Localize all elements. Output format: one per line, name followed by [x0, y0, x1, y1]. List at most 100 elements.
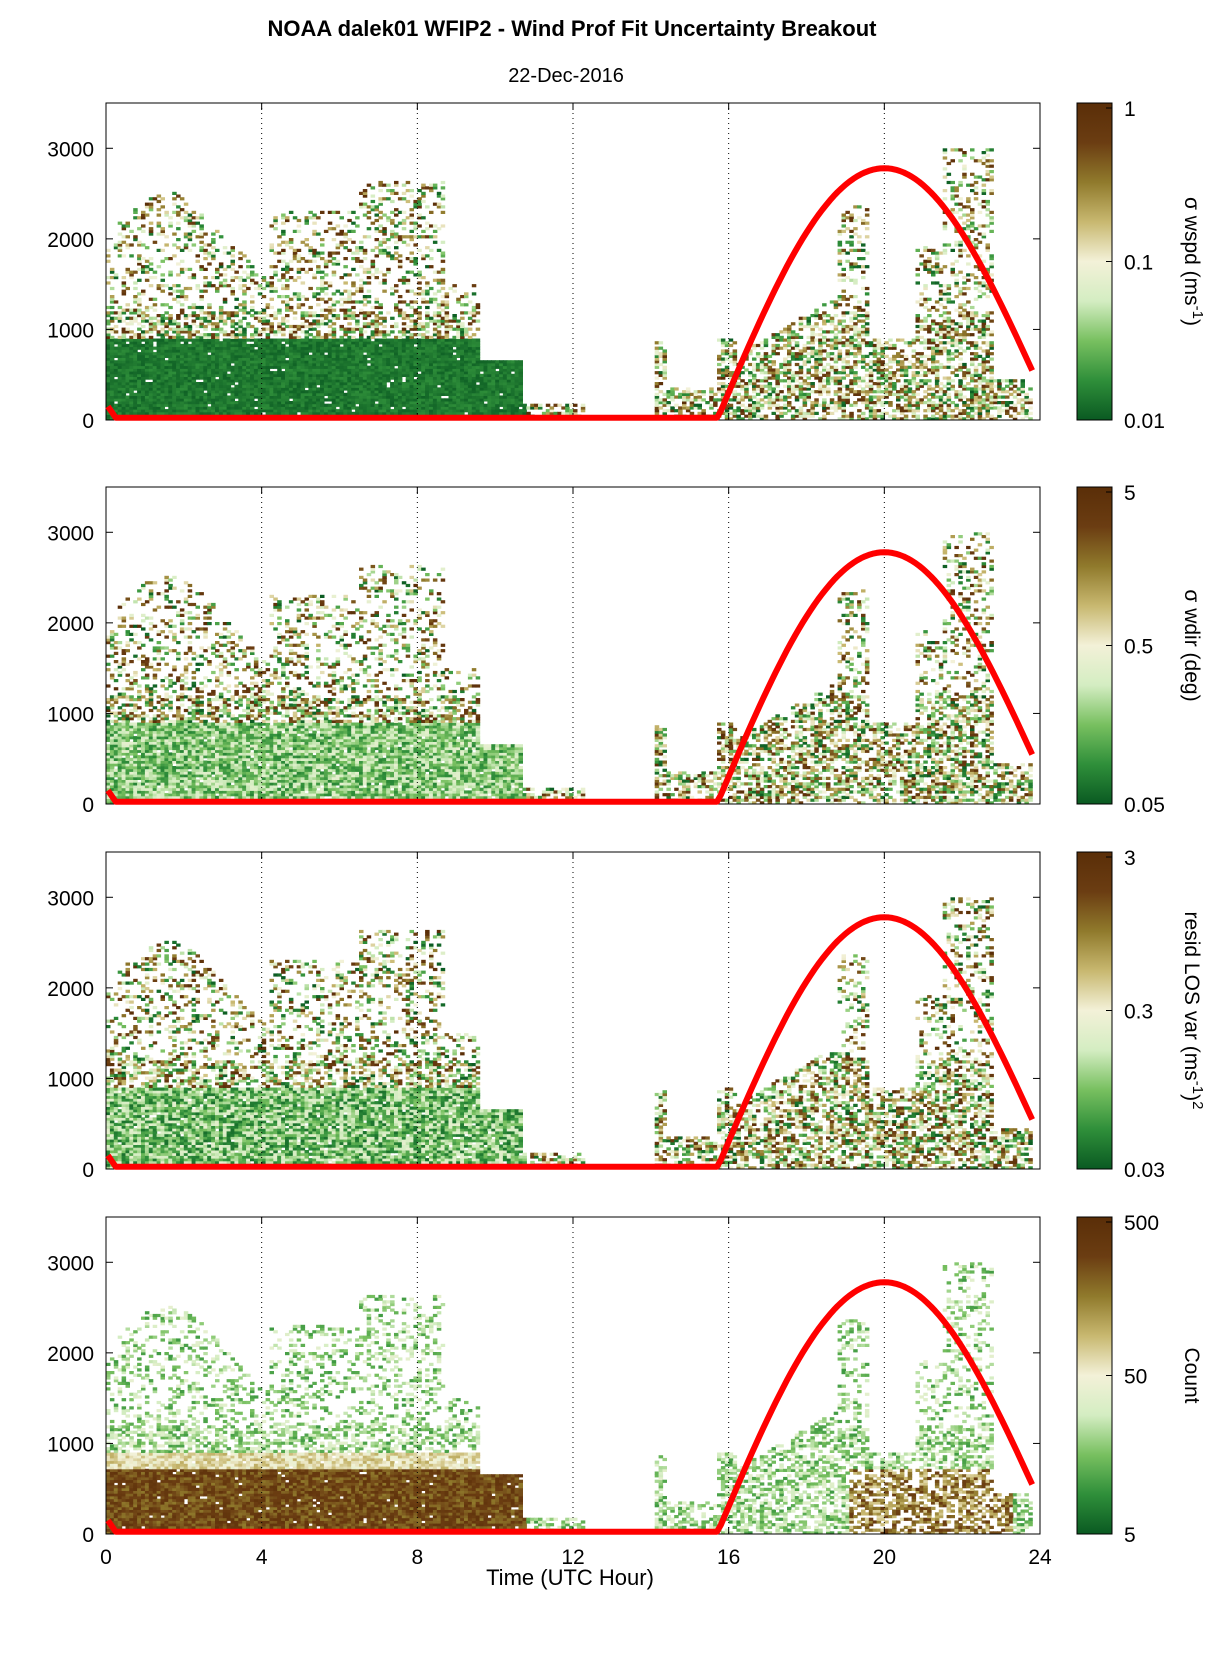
- heatmap-cell: [118, 254, 123, 257]
- heatmap-cell: [164, 235, 169, 238]
- heatmap-cell: [168, 398, 173, 401]
- heatmap-cell: [145, 246, 150, 249]
- heatmap-cell: [172, 336, 177, 339]
- heatmap-cell: [172, 290, 177, 293]
- heatmap-cell: [114, 273, 119, 276]
- heatmap-cell: [149, 257, 154, 260]
- heatmap-cell: [141, 349, 146, 352]
- heatmap-cell: [196, 254, 201, 257]
- heatmap-cell: [114, 366, 119, 369]
- heatmap-cell: [122, 328, 127, 331]
- heatmap-cell: [172, 243, 177, 246]
- heatmap-cell: [176, 205, 181, 208]
- heatmap-cell: [199, 382, 204, 385]
- heatmap-cell: [141, 311, 146, 314]
- heatmap-cell: [149, 349, 154, 352]
- heatmap-cell: [180, 271, 185, 274]
- heatmap-cell: [153, 352, 158, 355]
- heatmap-cell: [192, 311, 197, 314]
- heatmap-cell: [161, 284, 166, 287]
- heatmap-cell: [157, 330, 162, 333]
- heatmap-cell: [164, 257, 169, 260]
- heatmap-cell: [161, 279, 166, 282]
- heatmap-cell: [176, 238, 181, 241]
- heatmap-cell: [176, 227, 181, 230]
- heatmap-cell: [145, 306, 150, 309]
- heatmap-cell: [114, 382, 119, 385]
- heatmap-wspd: [106, 148, 1033, 420]
- heatmap-cell: [192, 211, 197, 214]
- heatmap-cell: [188, 349, 193, 352]
- heatmap-cell: [157, 320, 162, 323]
- heatmap-cell: [133, 235, 138, 238]
- heatmap-cell: [161, 303, 166, 306]
- heatmap-cell: [110, 398, 115, 401]
- heatmap-cell: [110, 336, 115, 339]
- heatmap-cell: [129, 317, 134, 320]
- heatmap-cell: [129, 336, 134, 339]
- heatmap-cell: [106, 260, 111, 263]
- heatmap-cell: [172, 349, 177, 352]
- heatmap-cell: [168, 349, 173, 352]
- heatmap-cell: [133, 366, 138, 369]
- heatmap-cell: [153, 347, 158, 350]
- heatmap-cell: [168, 314, 173, 317]
- heatmap-cell: [133, 398, 138, 401]
- heatmap-cell: [168, 336, 173, 339]
- heatmap-cell: [172, 320, 177, 323]
- heatmap-cell: [157, 200, 162, 203]
- heatmap-cell: [141, 290, 146, 293]
- heatmap-cell: [153, 271, 158, 274]
- heatmap-cell: [153, 317, 158, 320]
- heatmap-cell: [122, 320, 127, 323]
- heatmap-cell: [199, 320, 204, 323]
- heatmap-cell: [122, 290, 127, 293]
- heatmap-cell: [153, 241, 158, 244]
- heatmap-cell: [188, 314, 193, 317]
- heatmap-cell: [129, 320, 134, 323]
- heatmap-cell: [172, 203, 177, 206]
- heatmap-cell: [192, 333, 197, 336]
- heatmap-cell: [153, 303, 158, 306]
- heatmap-cell: [172, 284, 177, 287]
- heatmap-cell: [129, 382, 134, 385]
- heatmap-cell: [133, 309, 138, 312]
- heatmap-cell: [196, 260, 201, 263]
- heatmap-cell: [114, 379, 119, 382]
- heatmap-cell: [172, 366, 177, 369]
- heatmap-cell: [137, 352, 142, 355]
- heatmap-cell: [168, 292, 173, 295]
- heatmap-cell: [172, 398, 177, 401]
- heatmap-cell: [164, 311, 169, 314]
- heatmap-cell: [149, 197, 154, 200]
- heatmap-cell: [157, 284, 162, 287]
- heatmap-cell: [164, 330, 169, 333]
- heatmap-cell: [133, 333, 138, 336]
- heatmap-cell: [110, 320, 115, 323]
- heatmap-cell: [145, 320, 150, 323]
- heatmap-cell: [133, 349, 138, 352]
- heatmap-cell: [106, 320, 111, 323]
- heatmap-cell: [192, 230, 197, 233]
- heatmap-cell: [176, 222, 181, 225]
- heatmap-cell: [149, 320, 154, 323]
- heatmap-cell: [145, 366, 150, 369]
- heatmap-cell: [137, 227, 142, 230]
- heatmap-cell: [192, 243, 197, 246]
- heatmap-cell: [110, 311, 115, 314]
- heatmap-cell: [153, 309, 158, 312]
- heatmap-cell: [137, 382, 142, 385]
- heatmap-cell: [192, 339, 197, 342]
- panel-wspd: 010002000300010.10.01σ wspd (ms-1): [47, 98, 1206, 433]
- heatmap-cell: [196, 366, 201, 369]
- heatmap-cell: [114, 325, 119, 328]
- heatmap-cell: [106, 366, 111, 369]
- heatmap-cell: [188, 233, 193, 236]
- heatmap-cell: [188, 249, 193, 252]
- heatmap-cell: [161, 328, 166, 331]
- heatmap-cell: [133, 287, 138, 290]
- heatmap-cell: [137, 366, 142, 369]
- heatmap-cell: [161, 273, 166, 276]
- heatmap-cell: [164, 333, 169, 336]
- heatmap-cell: [149, 284, 154, 287]
